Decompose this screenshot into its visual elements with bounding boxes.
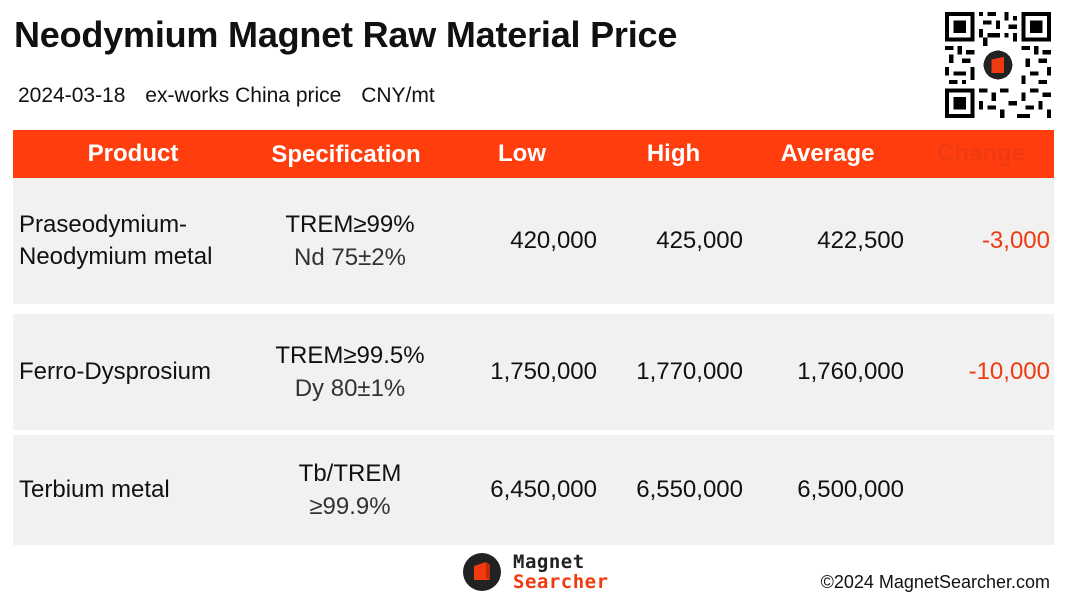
spec-line1: Tb/TREM [298,460,402,487]
product-cell: Ferro-Dysprosium [13,356,243,388]
average-price-cell: 1,760,000 [797,358,904,385]
product-name-line1: Terbium metal [19,476,170,503]
spec-line1: TREM≥99% [285,211,415,238]
table-row: Ferro-Dysprosium TREM≥99.5% Dy 80±1% 1,7… [13,314,1054,430]
column-header-low: Low [498,140,546,167]
magnet-searcher-logo-icon [463,553,501,591]
low-price-cell: 420,000 [510,227,597,254]
change-cell: -10,000 [968,358,1050,385]
product-name-line1: Ferro-Dysprosium [19,358,212,385]
low-price-cell: 1,750,000 [490,358,597,385]
page-title: Neodymium Magnet Raw Material Price [14,14,678,55]
table-row: Terbium metal Tb/TREM ≥99.9% 6,450,000 6… [13,435,1054,545]
spec-line2: Dy 80±1% [294,375,406,402]
column-header-product: Product [87,140,179,167]
spec-line1: TREM≥99.5% [275,342,425,369]
price-basis: ex-works China price [145,84,342,107]
average-price-cell: 6,500,000 [797,476,904,503]
column-header-change: Change [936,140,1025,167]
product-cell: Terbium metal [13,474,243,506]
column-header-high: High [646,140,701,167]
high-price-cell: 425,000 [656,227,743,254]
price-date: 2024-03-18 [18,84,126,107]
qr-code-icon[interactable] [945,12,1051,118]
price-unit: CNY/mt [361,84,435,107]
change-cell: -3,000 [981,227,1050,254]
brand-line2: Searcher [513,571,609,593]
copyright-text: ©2024 MagnetSearcher.com [820,572,1050,592]
high-price-cell: 1,770,000 [636,358,743,385]
high-price-cell: 6,550,000 [636,476,743,503]
spec-line2: ≥99.9% [309,493,391,520]
specification-cell: TREM≥99.5% Dy 80±1% [243,339,457,405]
average-price-cell: 422,500 [817,227,904,254]
brand-wordmark[interactable]: Magnet Searcher [513,552,609,592]
product-name-line2: Neodymium metal [19,243,213,270]
price-table: Product Specification Low High Average C… [13,130,1054,545]
table-row: Praseodymium- Neodymium metal TREM≥99% N… [13,178,1054,304]
low-price-cell: 6,450,000 [490,476,597,503]
spec-line2: Nd 75±2% [294,244,406,271]
product-name-line1: Praseodymium- [19,211,188,238]
brand-line1: Magnet [513,551,585,573]
specification-cell: Tb/TREM ≥99.9% [243,457,457,523]
column-header-average: Average [780,140,875,167]
specification-cell: TREM≥99% Nd 75±2% [243,208,457,274]
column-header-specification: Specification [271,140,421,168]
price-info: 2024-03-18 ex-works China price CNY/mt [18,84,449,108]
product-cell: Praseodymium- Neodymium metal [13,209,243,273]
table-header: Product Specification Low High Average C… [13,130,1054,178]
